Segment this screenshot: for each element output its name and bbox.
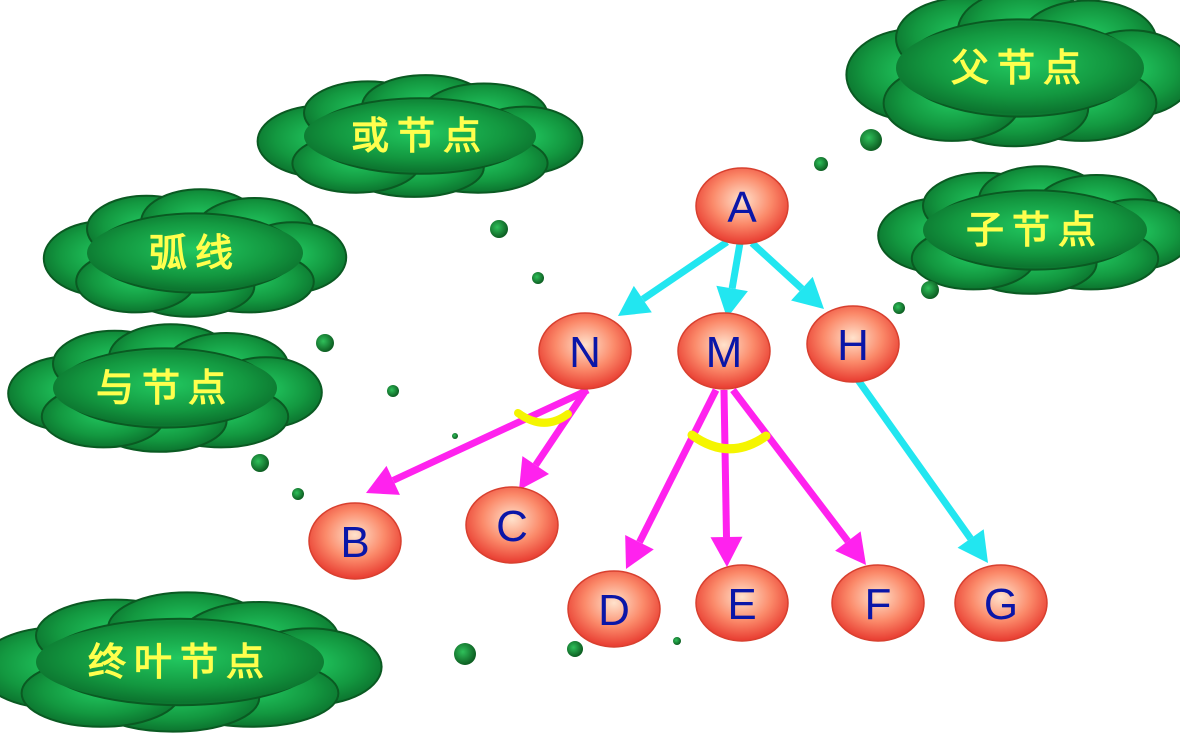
connector-dot-15 [454, 643, 476, 665]
node-n: N [538, 312, 632, 390]
tree-nodes: A N M H B C D E F G [308, 167, 1048, 648]
callout-and: 与节点 [7, 323, 323, 453]
edge-h-g [855, 377, 988, 563]
node-h: H [806, 305, 900, 383]
callout-leaf-text: 终叶节点 [88, 639, 272, 684]
connector-dot-0 [860, 129, 882, 151]
edge-m-e [710, 389, 743, 567]
connector-dot-13 [292, 488, 304, 500]
node-e-label: E [727, 580, 756, 629]
node-d: D [567, 570, 661, 648]
and-arcs [514, 409, 771, 454]
node-c: C [465, 486, 559, 564]
connector-dot-6 [490, 220, 508, 238]
connector-dot-1 [814, 157, 828, 171]
tree-edges [366, 239, 988, 569]
callout-or-text: 或节点 [351, 113, 489, 158]
connector-dot-3 [921, 281, 939, 299]
connector-dot-4 [893, 302, 905, 314]
callout-child: 子节点 [877, 165, 1180, 295]
node-a: A [695, 167, 789, 245]
connector-dot-7 [532, 272, 544, 284]
node-d-label: D [598, 586, 630, 635]
edge-n-c [519, 388, 589, 490]
callout-parent: 父节点 [845, 0, 1180, 148]
edge-m-f [730, 387, 866, 565]
node-b-label: B [340, 518, 369, 567]
node-e: E [695, 564, 789, 642]
and-arc-m [687, 430, 771, 454]
callout-child-text: 子节点 [966, 207, 1104, 252]
node-g: G [954, 564, 1048, 642]
node-m-label: M [706, 328, 743, 377]
edge-a-n [618, 239, 729, 316]
callout-or: 或节点 [256, 74, 584, 198]
node-a-label: A [727, 183, 757, 232]
callout-leaf: 终叶节点 [0, 591, 383, 733]
node-h-label: H [837, 321, 869, 370]
connector-dot-12 [251, 454, 269, 472]
node-g-label: G [984, 580, 1018, 629]
node-n-label: N [569, 328, 601, 377]
callout-arc: 弧线 [42, 188, 348, 318]
node-c-label: C [496, 502, 528, 551]
node-f-label: F [865, 580, 892, 629]
edge-a-m [716, 242, 748, 318]
connector-dot-10 [387, 385, 399, 397]
node-f: F [831, 564, 925, 642]
connector-dot-16 [567, 641, 583, 657]
node-b: B [308, 502, 402, 580]
connector-dot-9 [316, 334, 334, 352]
edge-m-d [625, 388, 720, 569]
callout-arc-text: 弧线 [149, 230, 241, 275]
edge-a-h [749, 240, 824, 309]
edge-n-b [366, 386, 590, 495]
callout-parent-text: 父节点 [951, 45, 1089, 90]
connector-dot-17 [673, 637, 681, 645]
connector-dot-11 [452, 433, 458, 439]
node-m: M [677, 312, 771, 390]
and-arc-n [514, 409, 572, 427]
callout-and-text: 与节点 [96, 365, 234, 410]
